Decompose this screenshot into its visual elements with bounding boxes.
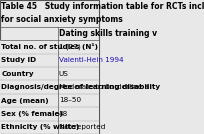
Text: Ethnicity (% white): Ethnicity (% white) (1, 124, 79, 130)
Text: for social anxiety symptoms: for social anxiety symptoms (1, 15, 123, 24)
Text: Age (mean): Age (mean) (1, 98, 49, 103)
Bar (0, 94, 100, 107)
Bar (0, 107, 100, 121)
Text: Valenti-Hein 1994: Valenti-Hein 1994 (59, 57, 123, 63)
Text: Sex (% female): Sex (% female) (1, 111, 63, 117)
Bar (0, 121, 100, 134)
Text: US: US (59, 71, 69, 77)
Text: 18–50: 18–50 (59, 98, 81, 103)
Text: 1 (27): 1 (27) (59, 44, 80, 50)
Bar (0, 67, 100, 80)
Text: 48: 48 (59, 111, 68, 117)
Text: Study ID: Study ID (1, 57, 36, 63)
Text: Country: Country (1, 71, 34, 77)
Text: Table 45   Study information table for RCTs included in the a: Table 45 Study information table for RCT… (1, 2, 204, 11)
Text: Dating skills training v: Dating skills training v (59, 29, 157, 38)
Text: Moderate to borderline a: Moderate to borderline a (59, 84, 149, 90)
Bar (0, 40, 100, 54)
Text: Total no. of studies (N¹): Total no. of studies (N¹) (1, 43, 98, 50)
Bar (0, 54, 100, 67)
Bar (0, 80, 100, 94)
Text: Not reported: Not reported (59, 124, 105, 130)
Text: Diagnosis/degree of learning disability: Diagnosis/degree of learning disability (1, 84, 160, 90)
